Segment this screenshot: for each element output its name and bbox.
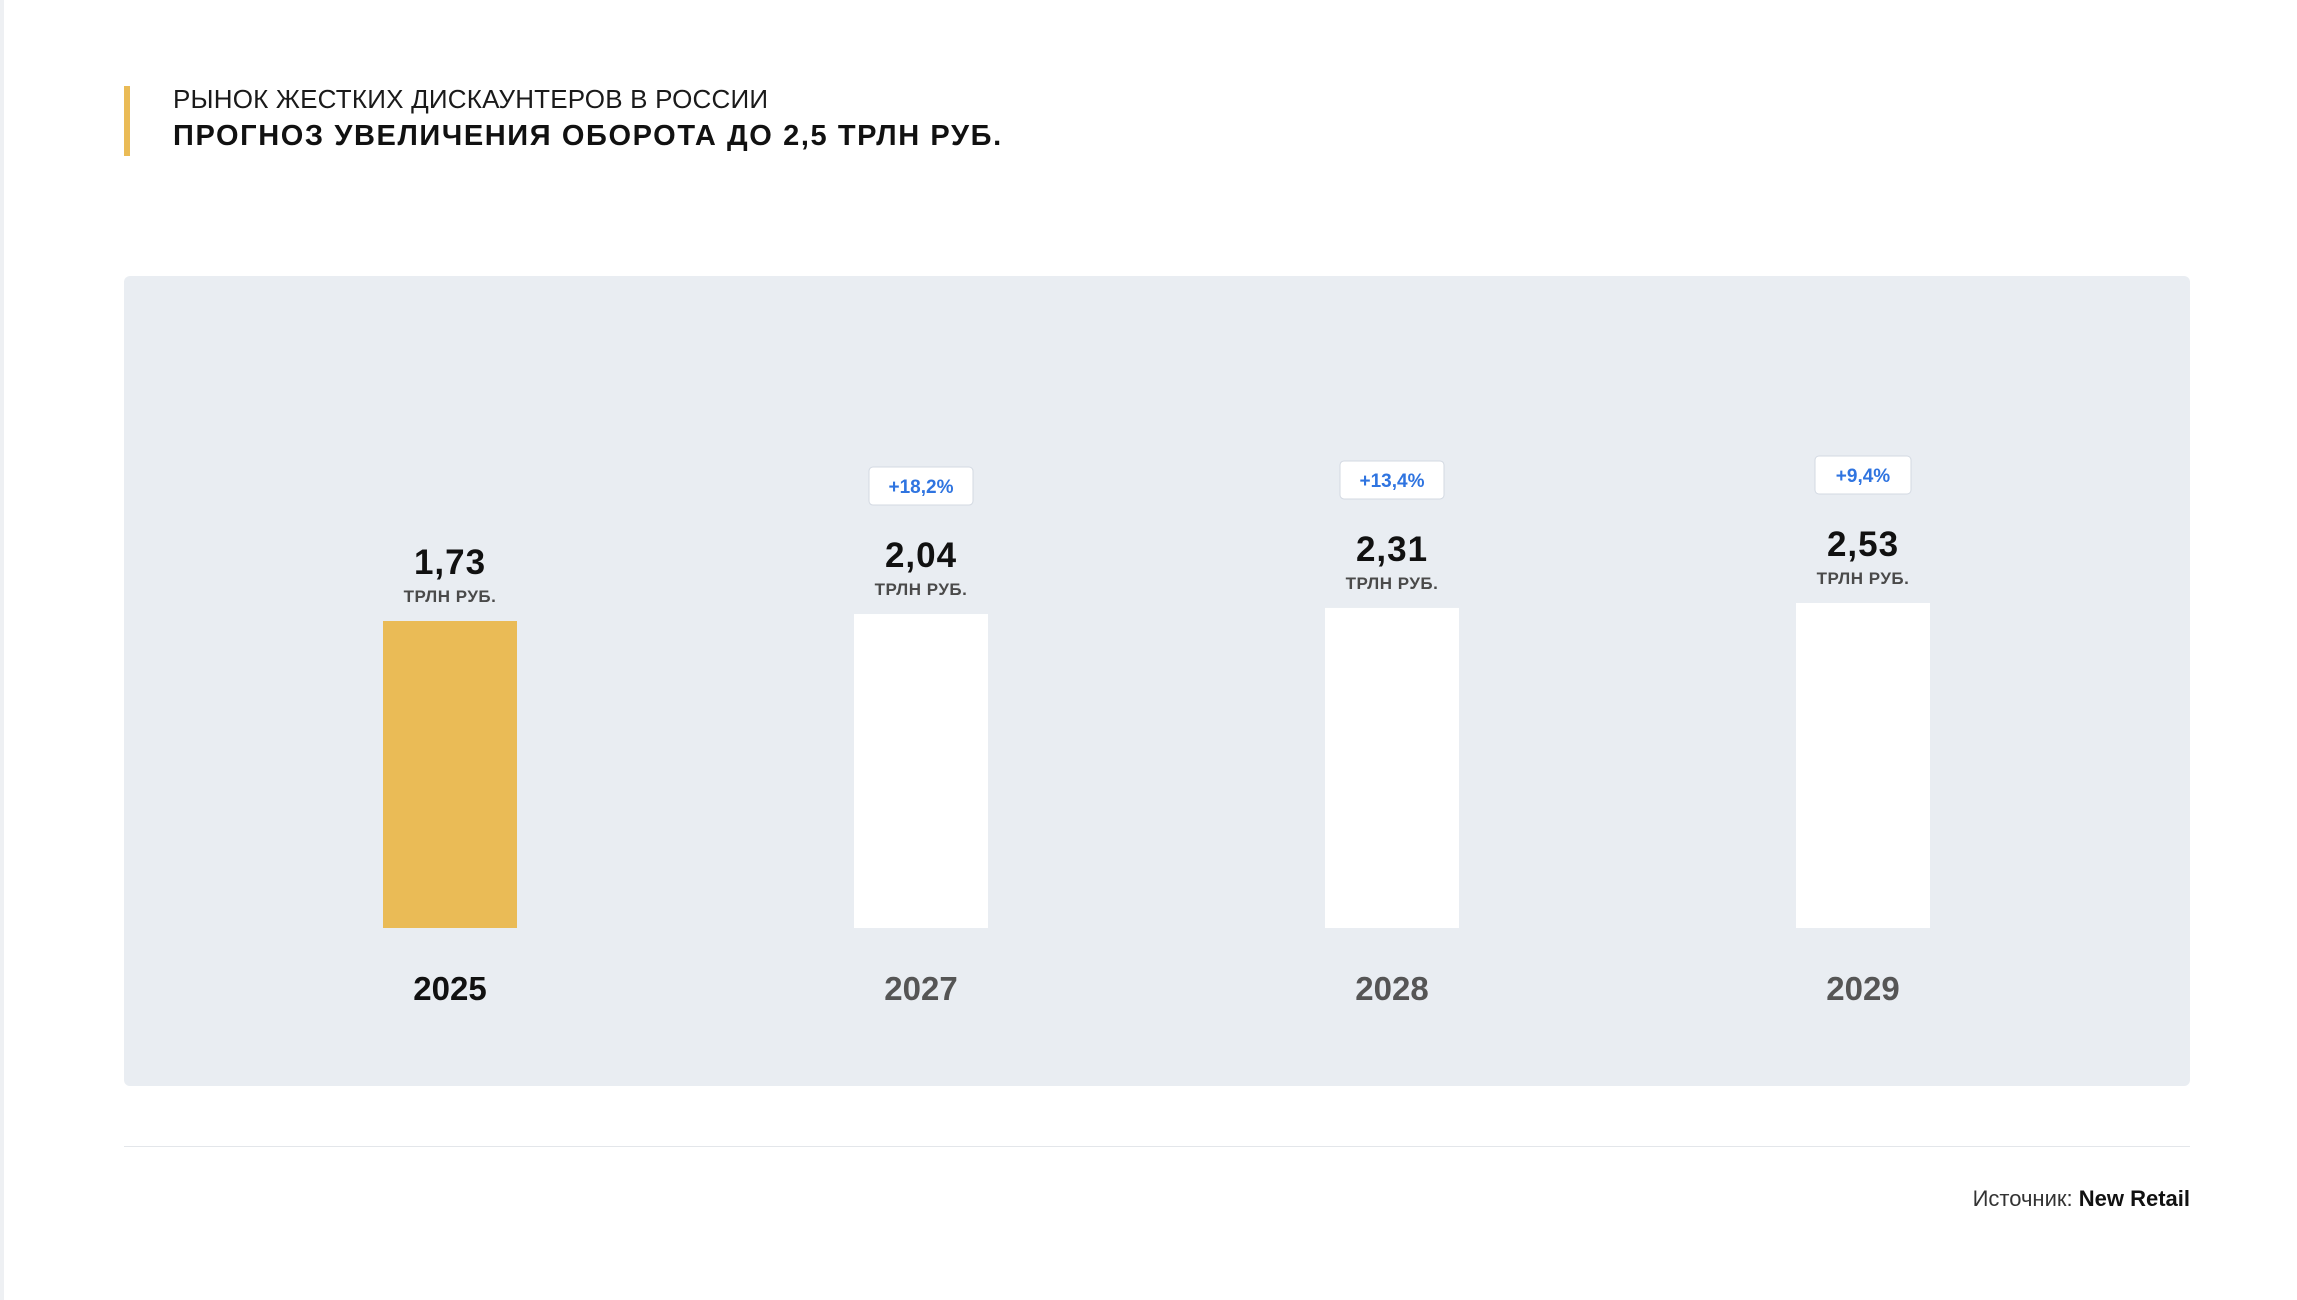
growth-badge <box>868 466 974 506</box>
chart-header: РЫНОК ЖЕСТКИХ ДИСКАУНТЕРОВ В РОССИИ ПРОГ… <box>124 86 1003 156</box>
bar-2029 <box>1796 603 1930 928</box>
growth-label: +13,4% <box>1360 471 1425 492</box>
growth-badge <box>1339 460 1445 500</box>
page-edge <box>0 0 4 1300</box>
bar-chart: ТРЛН РУБ. 1,73 2025 ТРЛН РУБ. 2,04 +18,2% 2027… <box>383 455 1930 1007</box>
chart-title: ПРОГНОЗ УВЕЛИЧЕНИЯ ОБОРОТА ДО 2,5 ТРЛН Р… <box>173 120 1003 152</box>
value-label: 2,31 <box>1356 530 1428 569</box>
bar-2027 <box>854 614 988 928</box>
bar-2028 <box>1325 607 1459 928</box>
growth-label: +9,4% <box>1836 466 1891 487</box>
value-label: 2,53 <box>1827 525 1899 564</box>
unit-label: ТРЛН РУБ. <box>404 587 497 606</box>
growth-badge <box>1814 455 1912 495</box>
x-tick-label: 2027 <box>884 970 957 1007</box>
unit-label: ТРЛН РУБ. <box>875 580 968 599</box>
chart-panel: ТРЛН РУБ. 1,73 2025 ТРЛН РУБ. 2,04 +18,2% 2027… <box>124 276 2190 1086</box>
value-label: 1,73 <box>414 543 486 582</box>
unit-label: ТРЛН РУБ. <box>1817 569 1910 588</box>
source-label: Источник: <box>1972 1186 2073 1211</box>
bar-2025 <box>383 621 517 928</box>
source-note: Источник: New Retail <box>1973 1186 2190 1212</box>
chart-subtitle: РЫНОК ЖЕСТКИХ ДИСКАУНТЕРОВ В РОССИИ <box>173 84 769 114</box>
x-tick-label: 2028 <box>1355 970 1428 1007</box>
unit-label: ТРЛН РУБ. <box>1346 574 1439 593</box>
x-tick-label: 2029 <box>1826 970 1899 1007</box>
x-tick-label: 2025 <box>413 970 486 1007</box>
source-name: New Retail <box>2078 1186 2190 1211</box>
value-label: 2,04 <box>885 536 957 575</box>
footer-divider <box>124 1146 2190 1147</box>
growth-label: +18,2% <box>889 477 954 498</box>
